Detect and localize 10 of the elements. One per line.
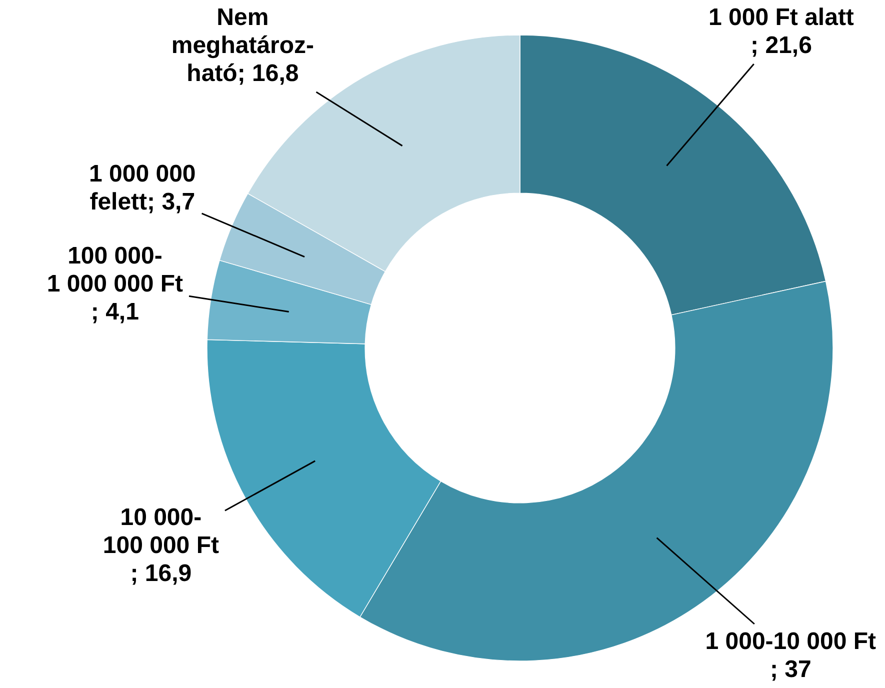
data-label: ; 21,6 <box>750 32 812 59</box>
slice-label: 1 000-10 000 Ft <box>705 628 876 655</box>
slice-label: 1 000 Ft alatt <box>708 4 854 31</box>
slice-label: 1 000 000 felett; 3,7 <box>89 160 196 216</box>
data-label: ; 37 <box>770 656 812 683</box>
data-label: ; 16,9 <box>130 560 192 587</box>
slice-label: Nem meghatároz- ható; 16,8 <box>171 4 314 87</box>
slice-label: 10 000- 100 000 Ft <box>102 504 219 559</box>
slice-label: 100 000- 1 000 000 Ft <box>46 242 183 298</box>
data-label: ; 4,1 <box>90 298 139 326</box>
